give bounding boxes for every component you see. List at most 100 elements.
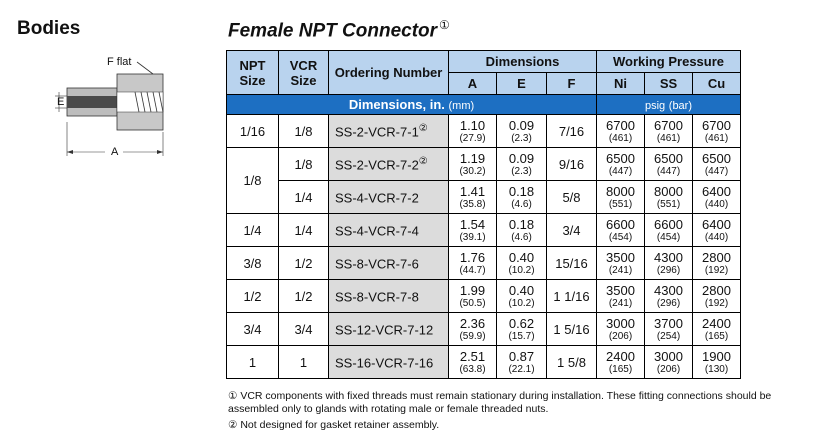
cu-bar: (192) — [704, 297, 729, 309]
header-dimensions: Dimensions — [448, 50, 597, 73]
cell-cu: 1900 (130) — [692, 345, 741, 379]
cell-npt: 1/8 — [226, 147, 279, 214]
header-ss: SS — [644, 72, 693, 95]
ss-bar: (296) — [656, 297, 681, 309]
cu-psig: 6400 — [702, 183, 731, 199]
footnote-2-text: Not designed for gasket retainer assembl… — [240, 419, 440, 431]
cell-order: SS-4-VCR-7-4 — [328, 213, 449, 247]
a-inch: 2.51 — [459, 348, 486, 364]
table-row: 1/4 1/4 SS-4-VCR-7-4 1.54 (39.1) 0.18 (4.6) 3/4… — [226, 213, 741, 247]
cu-psig: 6700 — [702, 117, 731, 133]
ss-bar: (454) — [656, 231, 681, 243]
vcr-value: 1/8 — [294, 123, 313, 139]
order-number: SS-2-VCR-7-2 — [335, 157, 419, 173]
ni-bar: (241) — [608, 297, 633, 309]
ss-bar: (296) — [656, 264, 681, 276]
cell-cu: 6400 (440) — [692, 180, 741, 214]
a-mm: (35.8) — [459, 198, 486, 210]
band-dimensions: Dimensions, in. (mm) — [226, 94, 597, 115]
cell-f: 5/8 — [546, 180, 597, 214]
cell-f: 1 5/16 — [546, 312, 597, 346]
fitting-cross-section — [55, 61, 164, 156]
cell-vcr: 1/8 — [278, 114, 329, 148]
cell-ss: 3000 (206) — [644, 345, 693, 379]
a-inch: 1.10 — [459, 117, 486, 133]
product-title-mark: ① — [439, 18, 450, 32]
ni-psig: 6700 — [606, 117, 635, 133]
fitting-diagram: F flat E A — [45, 52, 175, 162]
cu-psig: 1900 — [702, 348, 731, 364]
e-mm: (10.2) — [508, 297, 535, 309]
band-dimensions-label: Dimensions, in. — [348, 97, 445, 112]
ni-psig: 3500 — [606, 249, 635, 265]
e-inch: 0.18 — [508, 216, 535, 232]
cell-vcr: 3/4 — [278, 312, 329, 346]
spec-table: NPT Size VCR Size Ordering Number Dimens… — [226, 50, 741, 379]
ni-psig: 6600 — [606, 216, 635, 232]
e-inch: 0.09 — [508, 117, 535, 133]
order-number: SS-8-VCR-7-8 — [335, 289, 419, 305]
ss-bar: (447) — [656, 165, 681, 177]
table-row: 1/16 1/8 SS-2-VCR-7-1② 1.10 (27.9) 0.09 (2.3) 7… — [226, 114, 741, 148]
cell-ni: 3000 (206) — [596, 312, 645, 346]
f-value: 7/16 — [558, 123, 585, 139]
cell-e: 0.09 (2.3) — [496, 114, 547, 148]
cell-a: 1.10 (27.9) — [448, 114, 497, 148]
ss-psig: 3000 — [654, 348, 683, 364]
vcr-value: 1 — [299, 354, 308, 370]
ss-bar: (551) — [656, 198, 681, 210]
section-title: Bodies — [17, 18, 81, 39]
order-number: SS-4-VCR-7-2 — [335, 190, 419, 206]
product-title-text: Female NPT Connector — [228, 20, 438, 42]
ss-psig: 3700 — [654, 315, 683, 331]
cell-a: 1.76 (44.7) — [448, 246, 497, 280]
e-inch: 0.40 — [508, 282, 535, 298]
ni-bar: (551) — [608, 198, 633, 210]
cell-a: 2.51 (63.8) — [448, 345, 497, 379]
cell-ss: 6600 (454) — [644, 213, 693, 247]
header-npt-size: NPT Size — [226, 50, 279, 95]
cell-f: 9/16 — [546, 147, 597, 181]
npt-value: 3/8 — [243, 255, 262, 271]
cell-npt: 1 — [226, 345, 279, 379]
ni-bar: (241) — [608, 264, 633, 276]
ss-bar: (206) — [656, 363, 681, 375]
cell-order: SS-12-VCR-7-12 — [328, 312, 449, 346]
f-flat-label: F flat — [107, 56, 132, 68]
a-mm: (30.2) — [459, 165, 486, 177]
ni-psig: 2400 — [606, 348, 635, 364]
cell-ss: 6700 (461) — [644, 114, 693, 148]
a-inch: 1.41 — [459, 183, 486, 199]
cell-a: 1.54 (39.1) — [448, 213, 497, 247]
order-number: SS-12-VCR-7-12 — [335, 322, 434, 338]
footnotes: ① VCR components with fixed threads must… — [228, 390, 788, 435]
cell-vcr: 1/4 — [278, 213, 329, 247]
a-inch: 1.54 — [459, 216, 486, 232]
f-value: 3/4 — [562, 222, 581, 238]
footnote-1-mark: ① — [228, 390, 238, 402]
e-inch: 0.40 — [508, 249, 535, 265]
cell-vcr: 1/4 — [278, 180, 329, 214]
npt-value: 3/4 — [243, 321, 262, 337]
cell-cu: 2800 (192) — [692, 246, 741, 280]
f-value: 9/16 — [558, 156, 585, 172]
cell-cu: 2400 (165) — [692, 312, 741, 346]
cell-order: SS-8-VCR-7-6 — [328, 246, 449, 280]
table-row: 3/4 3/4 SS-12-VCR-7-12 2.36 (59.9) 0.62 (15.7)… — [226, 312, 741, 346]
e-inch: 0.62 — [508, 315, 535, 331]
cell-npt: 3/8 — [226, 246, 279, 280]
cell-ss: 4300 (296) — [644, 246, 693, 280]
order-note: ② — [418, 155, 428, 167]
cu-bar: (165) — [704, 330, 729, 342]
cell-e: 0.87 (22.1) — [496, 345, 547, 379]
cu-bar: (447) — [704, 165, 729, 177]
e-mm: (4.6) — [511, 231, 532, 243]
cell-cu: 6700 (461) — [692, 114, 741, 148]
a-label: A — [111, 146, 119, 158]
cell-vcr: 1 — [278, 345, 329, 379]
npt-value: 1/8 — [243, 173, 262, 188]
product-title: Female NPT Connector ① — [228, 18, 450, 42]
a-mm: (27.9) — [459, 132, 486, 144]
f-value: 15/16 — [555, 255, 588, 271]
header-working-pressure: Working Pressure — [596, 50, 741, 73]
